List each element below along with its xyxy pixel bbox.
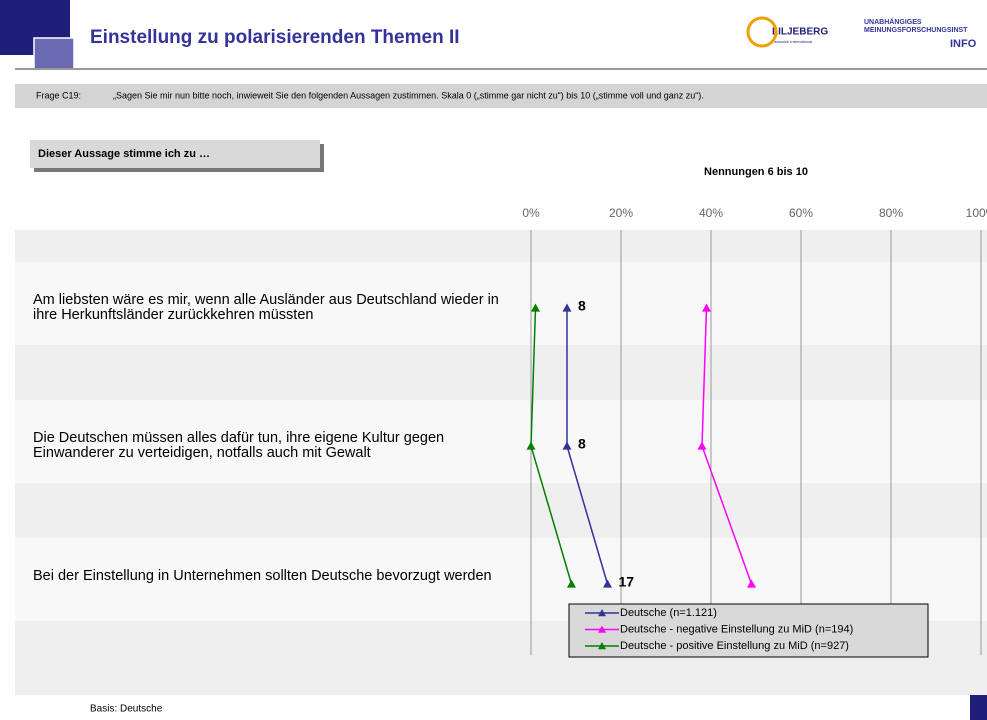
category-label: Die Deutschen müssen alles dafür tun, ih… [33,430,445,461]
legend-box [568,603,929,658]
marker [562,303,572,312]
x-tick-label: 80% [879,206,903,220]
legend-marker [598,625,606,633]
logo: INFO [950,38,977,50]
x-tick-label: 0% [522,206,540,220]
category-label: Am liebsten wäre es mir, wenn alle Auslä… [33,292,499,323]
marker [526,441,536,450]
marker [562,441,572,450]
legend-label: Deutsche (n=1.121) [620,607,717,619]
marker [697,441,707,450]
question-bar [15,84,987,108]
logo: Research International [772,39,812,44]
marker [702,303,711,312]
marker [531,303,540,312]
marker [747,579,756,588]
question-label: Frage C19: [36,90,81,100]
logo: LILJEBERG [772,27,828,38]
chart-title: Nennungen 6 bis 10 [704,166,808,178]
logo-icon [746,16,778,48]
section-label: Dieser Aussage stimme ich zu … [38,148,210,160]
category-label: Bei der Einstellung in Unternehmen sollt… [33,568,492,584]
logo: MEINUNGSFORSCHUNGSINST [864,27,968,34]
corner-square [33,37,75,71]
page-title: Einstellung zu polarisierenden Themen II [90,27,460,48]
question-text: „Sagen Sie mir nun bitte noch, inwieweit… [113,90,704,100]
logo: UNABHÄNGIGES [864,18,922,26]
data-label: 17 [619,574,635,590]
row-band [15,262,987,345]
x-tick-label: 100% [966,206,987,220]
section-box [30,140,320,168]
legend-label: Deutsche - negative Einstellung zu MiD (… [620,623,853,635]
x-tick-label: 60% [789,206,813,220]
marker [603,579,612,588]
footer: Basis: Deutsche [90,704,163,715]
row-band [15,400,987,483]
corner-square [970,695,987,720]
x-tick-label: 20% [609,206,633,220]
data-label: 8 [578,298,586,314]
data-label: 8 [578,436,586,452]
marker [567,579,576,588]
legend-label: Deutsche - positive Einstellung zu MiD (… [620,640,849,652]
x-tick-label: 40% [699,206,723,220]
legend-marker [598,609,606,617]
legend-marker [598,642,606,650]
